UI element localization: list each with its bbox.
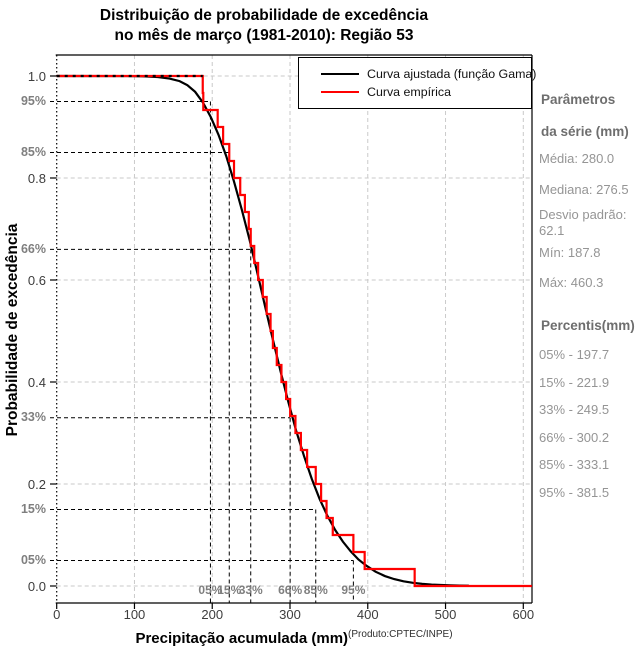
x-axis-title: Precipitação acumulada (mm) [135,630,349,647]
gamma-curve [56,74,469,587]
y-pct-label-15%: 15% [20,502,46,516]
y-pct-label-33%: 33% [20,410,46,425]
y-pct-label-85%: 85% [20,145,46,159]
empirical-curve-swatch [321,91,359,93]
y-tick-label-0.8: 0.8 [27,170,46,186]
y-tick-label-0.6: 0.6 [27,272,46,288]
params-title-line1: Parâmetros [541,92,616,107]
bottom-pct-label-05%: 05% [198,583,223,597]
x-tick-label-200: 200 [201,607,224,622]
y-pct-label-95%: 95% [20,94,46,108]
x-tick-label-600: 600 [512,607,535,622]
percentil-row-3: 66% - 300.2 [539,429,610,445]
x-tick-label-400: 400 [356,607,379,622]
legend-label-fitted: Curva ajustada (função Gama) [367,67,537,81]
x-axis-title-wrap: Precipitação acumulada (mm)(Produto:CPTE… [56,629,532,648]
params-title-line2: da série (mm) [541,124,629,139]
percentil-row-1: 15% - 221.9 [539,374,610,390]
percentis-title: Percentis(mm) [541,318,635,333]
param-row-2: Desvio padrão: 62.1 [539,207,627,238]
y-axis-title: Probabilidade de excedência [4,223,21,437]
x-tick-label-300: 300 [279,607,301,622]
legend-item-fitted: Curva ajustada (função Gama) [321,65,536,83]
param-row-1: Mediana: 276.5 [539,182,629,197]
empirical-curve [56,74,532,588]
fitted-curve-swatch [321,73,359,75]
bottom-pct-label-95%: 95% [341,583,366,597]
bottom-pct-label-15%: 15% [217,583,242,597]
param-row-4: Máx: 460.3 [539,275,604,290]
y-tick-label-0.2: 0.2 [27,476,46,492]
chart-title: Distribuição de probabilidade de excedên… [0,6,528,46]
x-tick-label-100: 100 [123,607,146,622]
x-tick-label-500: 500 [434,607,457,622]
param-row-3: Mín: 187.8 [539,245,601,260]
bottom-pct-label-66%: 66% [278,583,303,597]
legend: Curva ajustada (função Gama) Curva empír… [298,57,536,109]
x-tick-label-0: 0 [53,607,61,622]
chart-title-line1: Distribuição de probabilidade de excedên… [99,7,429,24]
percentil-row-5: 95% - 381.5 [539,484,610,500]
y-pct-label-05%: 05% [20,553,46,567]
legend-item-empirical: Curva empírica [321,83,531,101]
y-pct-label-66%: 66% [20,241,46,256]
y-tick-label-1.0: 1.0 [27,68,46,84]
param-row-0: Média: 280.0 [539,151,615,166]
product-note: (Produto:CPTEC/INPE) [348,629,453,640]
chart-title-line2: no mês de março (1981-2010): Região 53 [114,27,414,44]
y-tick-label-0.4: 0.4 [27,374,46,390]
y-tick-label-0.0: 0.0 [27,578,46,594]
bottom-pct-label-85%: 85% [303,583,328,597]
percentil-row-4: 85% - 333.1 [539,457,610,472]
legend-label-empirical: Curva empírica [367,85,452,99]
percentil-row-2: 33% - 249.5 [539,402,610,417]
bottom-pct-label-33%: 33% [238,583,263,597]
percentil-row-0: 05% - 197.7 [539,347,610,362]
